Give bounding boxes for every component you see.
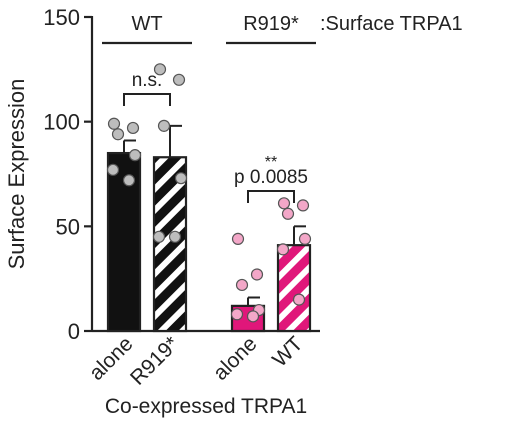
data-point bbox=[277, 197, 291, 210]
legend-note: :Surface TRPA1 bbox=[320, 13, 463, 35]
bar bbox=[276, 244, 312, 333]
data-point bbox=[168, 230, 182, 243]
significance-bracket bbox=[123, 93, 171, 106]
data-point bbox=[122, 174, 136, 187]
data-point bbox=[126, 121, 140, 135]
y-tick-label: 0 bbox=[68, 319, 80, 344]
data-point bbox=[153, 63, 167, 76]
x-axis-label: Co-expressed TRPA1 bbox=[105, 395, 307, 418]
bar-group-3: WT bbox=[268, 197, 312, 372]
y-axis-label: Surface Expression bbox=[4, 79, 29, 270]
data-point bbox=[111, 128, 125, 141]
data-point bbox=[276, 243, 290, 256]
data-point bbox=[172, 73, 186, 86]
significance-bracket bbox=[247, 190, 295, 203]
x-tick-label: alone bbox=[209, 332, 262, 385]
data-point bbox=[235, 278, 249, 292]
data-point bbox=[250, 268, 264, 281]
data-point bbox=[174, 172, 188, 185]
data-point bbox=[298, 232, 312, 245]
y-tick-label: 50 bbox=[56, 214, 80, 239]
bar-group-2: alone bbox=[209, 232, 266, 385]
x-tick-label: R919* bbox=[126, 332, 184, 390]
data-point bbox=[106, 163, 120, 176]
group-label: WT bbox=[131, 13, 162, 35]
data-point bbox=[128, 149, 142, 162]
y-tick-label: 150 bbox=[43, 5, 80, 30]
significance-label: p 0.0085 bbox=[234, 167, 308, 188]
group-label: R919* bbox=[243, 13, 299, 35]
data-point bbox=[296, 199, 310, 212]
data-point bbox=[281, 207, 295, 220]
significance-stars: ** bbox=[265, 154, 277, 171]
significance-label: n.s. bbox=[132, 70, 163, 91]
data-point bbox=[292, 293, 306, 306]
data-point bbox=[230, 308, 244, 321]
data-point bbox=[152, 230, 166, 243]
x-tick-label: WT bbox=[268, 332, 307, 371]
data-point bbox=[231, 232, 245, 245]
data-point bbox=[157, 119, 171, 132]
data-point bbox=[246, 310, 260, 323]
y-tick-label: 100 bbox=[43, 110, 80, 135]
bar bbox=[152, 156, 188, 333]
data-point bbox=[107, 117, 121, 130]
bar-group-0: alone bbox=[85, 117, 142, 385]
